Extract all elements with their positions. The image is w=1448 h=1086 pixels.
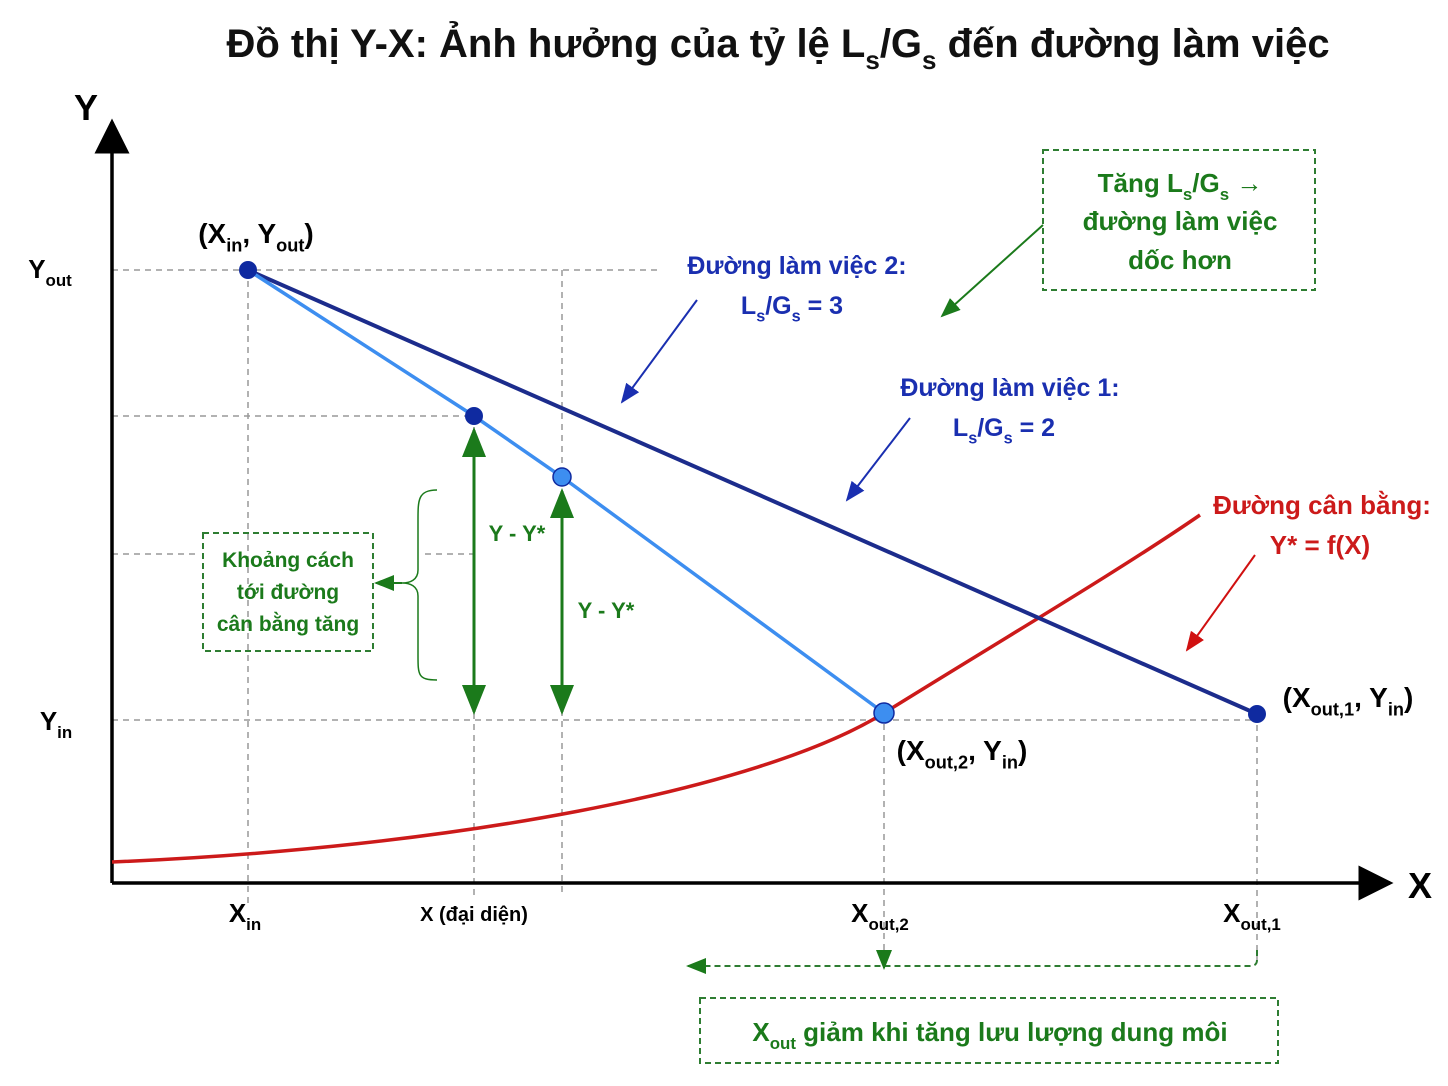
text-part: (X [198,218,226,249]
text-part: (X [897,735,925,766]
subscript: s [1183,185,1192,204]
working-line-1 [247,268,886,715]
subscript: s [968,430,977,448]
point-label: (Xout,2, Yin) [897,735,1028,772]
text-part: ) [1018,735,1027,766]
subscript: s [922,45,936,75]
y-tick-label: Yout [28,254,72,290]
text-part: = 3 [801,292,843,320]
subscript: in [1388,699,1404,719]
subscript: s [865,45,879,75]
text-part: X [1223,898,1241,928]
text-part: → [1229,168,1262,198]
green-annotations [202,149,1316,1064]
line-label: Ls/Gs = 2 [953,414,1055,448]
text-part: Y [40,706,57,736]
subscript: out,1 [1311,699,1354,719]
subscript: s [1004,430,1013,448]
curve-label: Đường cân bằng: [1213,490,1431,520]
pointer [1185,554,1256,652]
text-part: /G [977,414,1003,442]
subscript: in [226,235,242,255]
subscript: s [1220,185,1229,204]
note: Xout giảm khi tăng lưu lượng dung môi [752,1017,1227,1053]
subscript: out [770,1034,797,1053]
x-tick-label: Xout,1 [1223,898,1281,934]
subscript: out,2 [925,752,968,772]
text-part: X [752,1017,770,1047]
note: tới đường [237,581,339,604]
subscript: out,2 [868,915,908,934]
text-part: X [851,898,869,928]
note: đường làm việc [1083,206,1278,236]
text-part: Đồ thị Y-X: Ảnh hưởng của tỷ lệ L [226,20,865,66]
title: Đồ thị Y-X: Ảnh hưởng của tỷ lệ Ls/Gs đế… [226,20,1329,75]
x-tick-label: Xin [229,898,261,934]
text-part: đường làm việc [1083,206,1278,236]
subscript: in [246,915,261,934]
subscript: out [46,271,73,290]
text-part: (X [1283,682,1311,713]
subscript: out [276,235,304,255]
text-part: X [229,898,247,928]
pointer [845,417,911,502]
curve-label: Y* = f(X) [1270,530,1370,560]
point-label: (Xout,1, Yin) [1283,682,1414,719]
driving-force-label: Y - Y* [578,598,635,623]
text-part: , Y [1354,682,1388,713]
text-part: X (đại diện) [420,904,528,926]
x-tick-label: Xout,2 [851,898,909,934]
subscript: in [57,723,72,742]
points [239,261,1266,724]
text-part: giảm khi tăng lưu lượng dung môi [796,1017,1228,1047]
text-part: dốc hơn [1128,245,1232,275]
line-label: Đường làm việc 2: [687,252,906,280]
text-part: = 2 [1013,414,1055,442]
text-part: Tăng L [1098,168,1183,198]
note: cân bằng tăng [217,612,359,636]
line-label: Ls/Gs = 3 [741,292,843,326]
texts: Đồ thị Y-X: Ảnh hưởng của tỷ lệ Ls/Gs đế… [28,20,1432,1053]
pointer [620,299,698,404]
subscript: s [792,308,801,326]
text-part: ) [304,218,313,249]
axis-label: X [1408,865,1432,906]
subscript: in [1002,752,1018,772]
text-part: , Y [968,735,1002,766]
y-tick-label: Yin [40,706,72,742]
working-line-2 [247,268,1258,716]
x-tick-label: X (đại diện) [420,904,528,926]
line-label: Đường làm việc 1: [900,374,1119,402]
text-part: /G [765,292,791,320]
subscript: s [756,308,765,326]
note: Khoảng cách [222,549,354,572]
text-part: L [741,292,756,320]
note: dốc hơn [1128,245,1232,275]
text-part: /G [1192,168,1219,198]
subscript: out,1 [1240,915,1280,934]
text-part: Y [28,254,45,284]
point-label: (Xin, Yout) [198,218,314,255]
equilibrium-curve [111,513,1201,864]
note: Tăng Ls/Gs → [1098,168,1263,204]
text-part: ) [1404,682,1413,713]
text-part: , Y [242,218,276,249]
text-part: đến đường làm việc [937,22,1330,66]
axis-label: Y [74,87,98,128]
text-part: /G [880,22,922,66]
driving-force-label: Y - Y* [489,521,546,546]
text-part: L [953,414,968,442]
